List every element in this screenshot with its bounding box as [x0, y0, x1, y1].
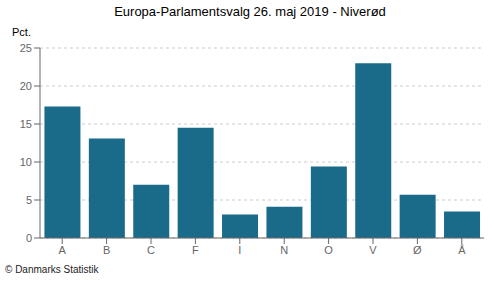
svg-text:Å: Å [458, 244, 466, 256]
svg-text:A: A [59, 244, 67, 256]
svg-text:O: O [324, 244, 333, 256]
svg-text:V: V [369, 244, 377, 256]
svg-text:F: F [192, 244, 199, 256]
svg-text:15: 15 [20, 118, 32, 130]
html-text:Europa-Parlamentsvalg 26. maj: Europa-Parlamentsvalg 26. maj 2019 - Niv… [114, 4, 386, 19]
svg-text:10: 10 [20, 156, 32, 168]
html-text:Pct.: Pct. [12, 26, 31, 38]
svg-text:5: 5 [26, 194, 32, 206]
html-text:© Danmarks Statistik: © Danmarks Statistik [5, 264, 99, 275]
svg-text:20: 20 [20, 80, 32, 92]
svg-text:0: 0 [26, 232, 32, 244]
svg-text:C: C [147, 244, 155, 256]
svg-text:25: 25 [20, 42, 32, 54]
svg-text:I: I [238, 244, 241, 256]
svg-text:Ø: Ø [413, 244, 422, 256]
svg-text:B: B [103, 244, 110, 256]
svg-text:N: N [280, 244, 288, 256]
